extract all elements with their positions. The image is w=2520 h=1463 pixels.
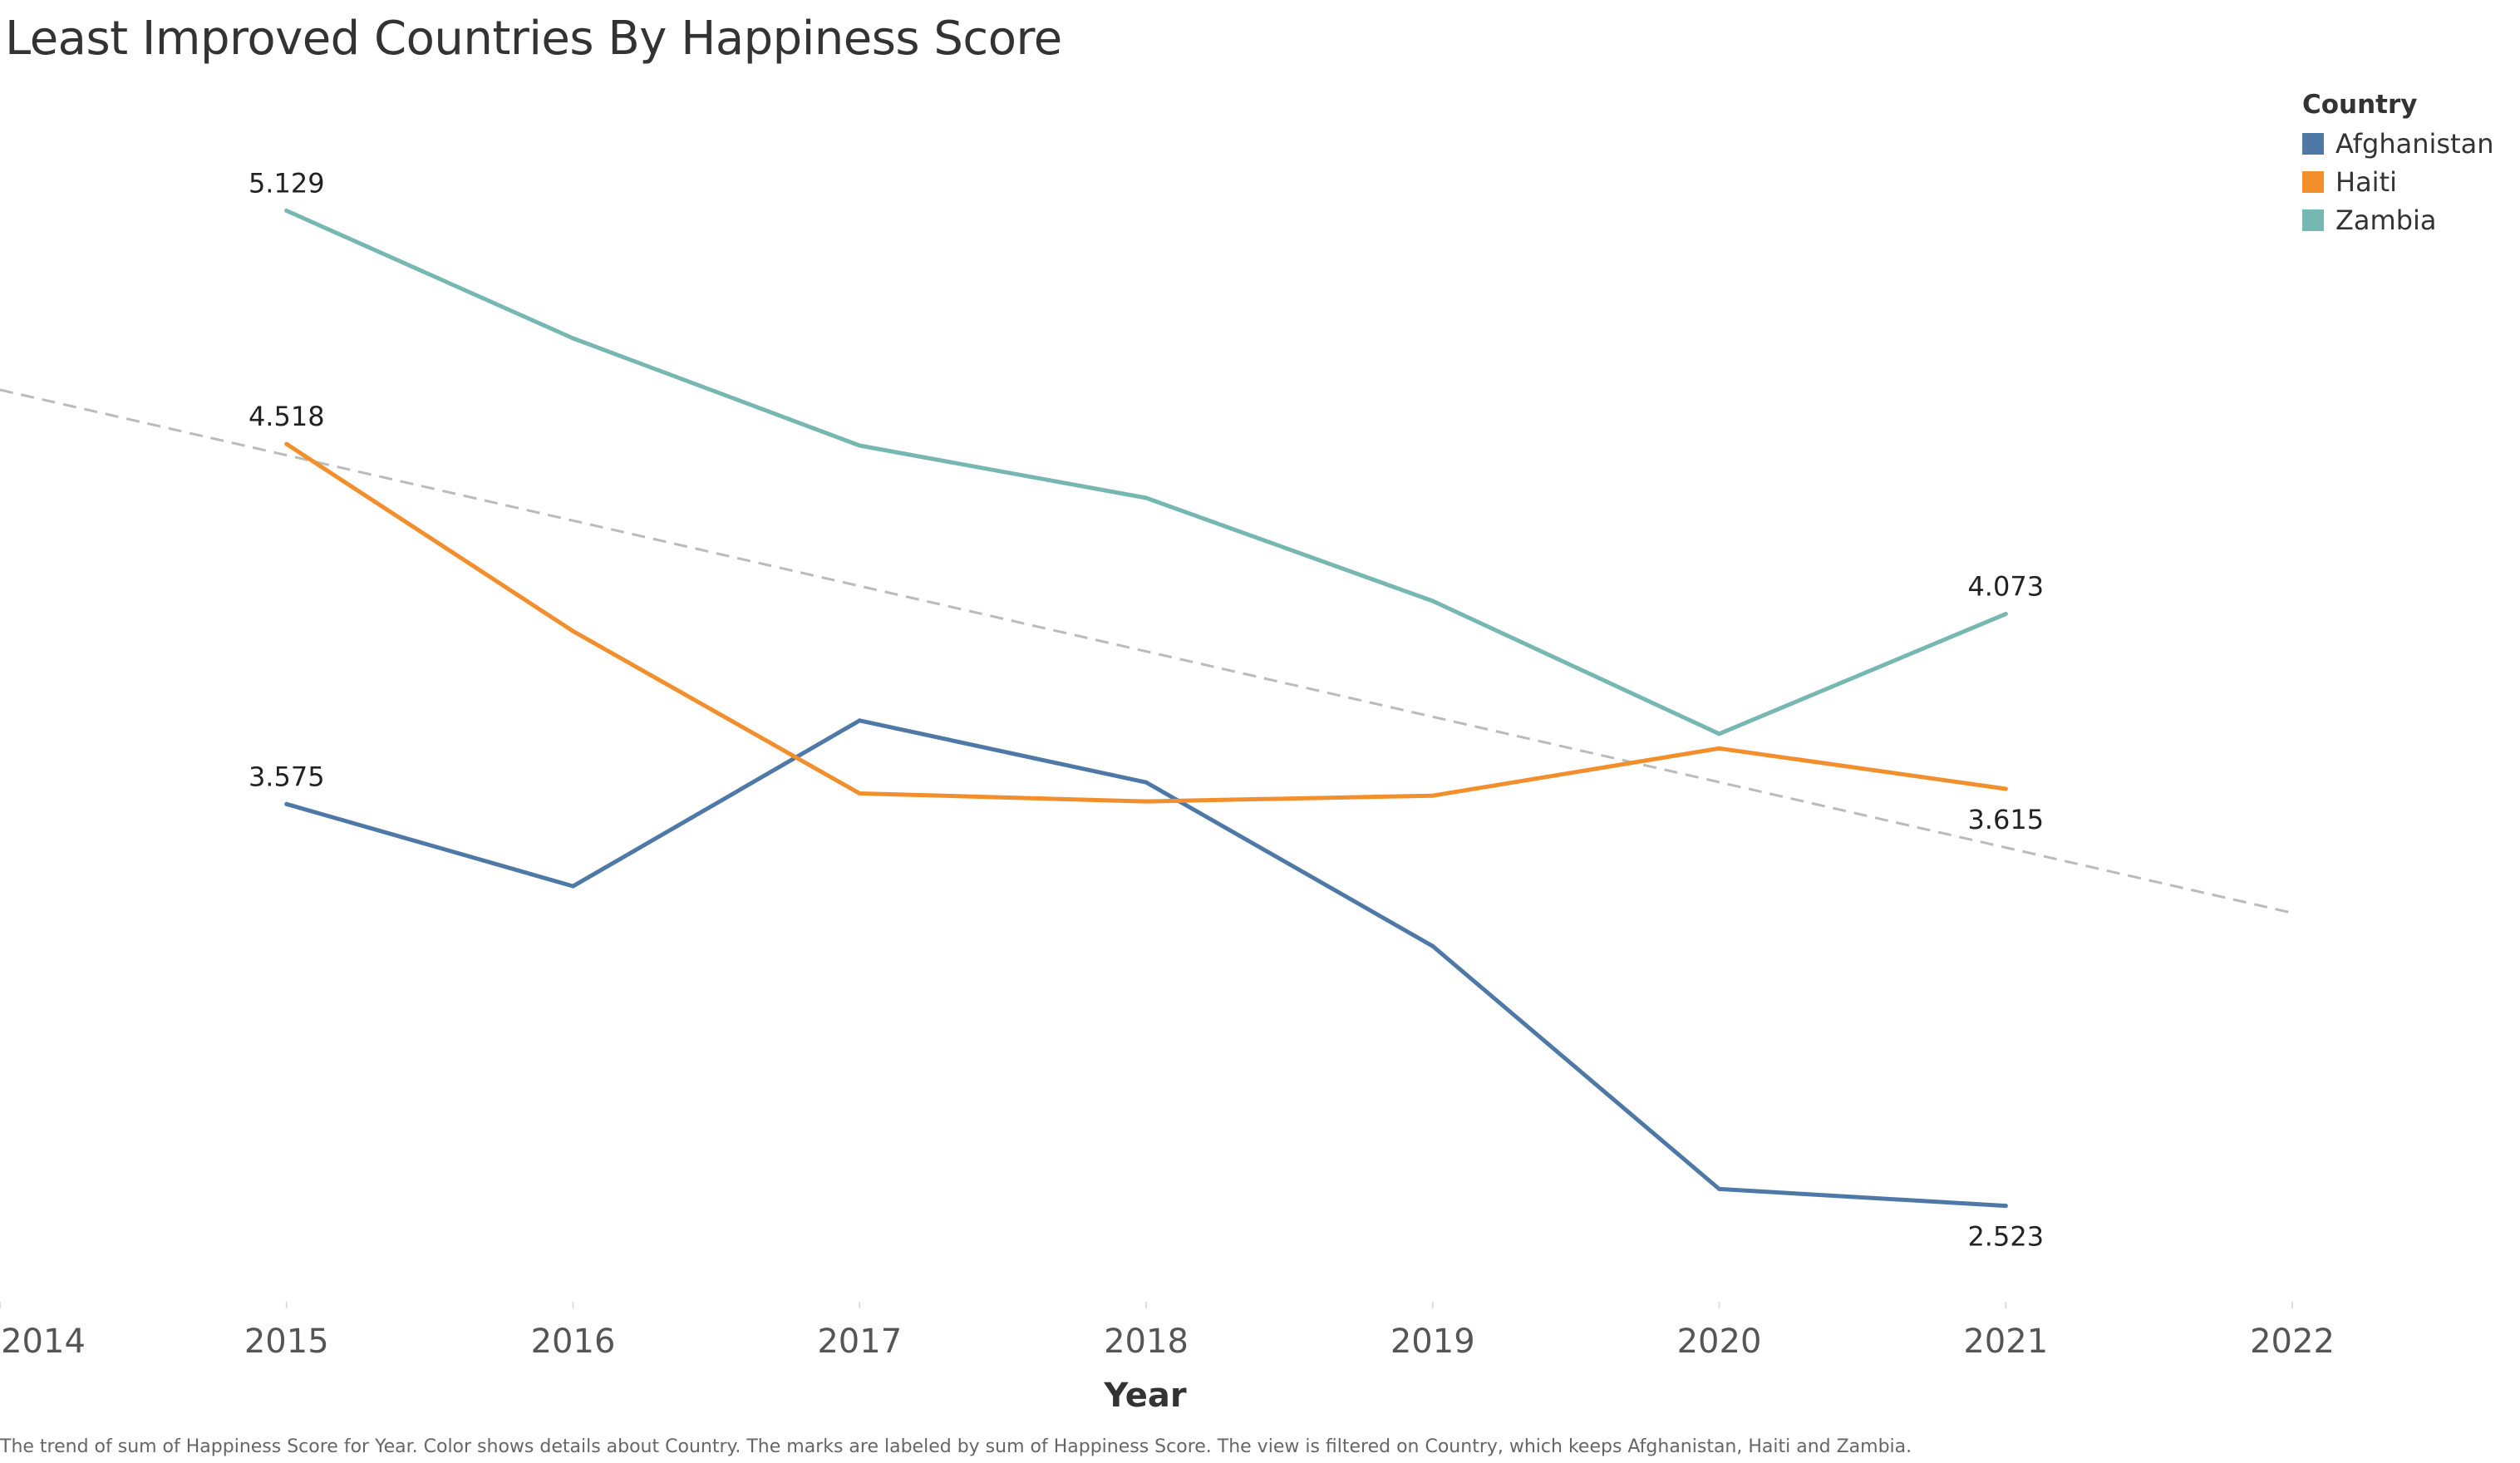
x-tick-label: 2022 [2250, 1323, 2335, 1361]
x-tick-label: 2021 [1963, 1323, 2048, 1361]
data-point-zambia[interactable] [1430, 598, 1435, 603]
legend-item-zambia[interactable]: Zambia [2302, 201, 2494, 239]
x-tick-label: 2018 [1104, 1323, 1189, 1361]
data-point-zambia[interactable] [857, 443, 862, 448]
x-tick-label: 2019 [1390, 1323, 1475, 1361]
data-point-afghanistan[interactable] [2003, 1204, 2008, 1209]
legend-label: Zambia [2335, 204, 2437, 236]
data-point-afghanistan[interactable] [1717, 1186, 1721, 1191]
chart-caption: The trend of sum of Happiness Score for … [0, 1436, 1912, 1457]
legend-label: Haiti [2335, 166, 2397, 198]
data-point-haiti[interactable] [571, 628, 575, 633]
legend-item-haiti[interactable]: Haiti [2302, 163, 2494, 201]
legend-item-afghanistan[interactable]: Afghanistan [2302, 125, 2494, 163]
series-line-afghanistan[interactable] [284, 718, 2008, 1209]
point-labels-layer: 5.129 4.518 3.575 4.073 3.615 2.523 [249, 168, 2044, 1253]
data-point-haiti[interactable] [857, 791, 862, 796]
data-label-afghanistan: 2.523 [1967, 1221, 2044, 1253]
legend: Country Afghanistan Haiti Zambia [2302, 90, 2494, 239]
data-point-zambia[interactable] [284, 209, 289, 214]
series-layer [284, 209, 2008, 1209]
data-point-zambia[interactable] [1144, 495, 1149, 500]
trend-line [0, 388, 2293, 914]
legend-swatch [2302, 133, 2324, 155]
legend-swatch [2302, 171, 2324, 193]
x-tick-label: 2015 [244, 1323, 329, 1361]
data-point-zambia[interactable] [1717, 732, 1721, 736]
data-label-zambia: 5.129 [249, 168, 325, 200]
x-tick-label: 2020 [1677, 1323, 1762, 1361]
data-label-zambia: 4.073 [1967, 571, 2044, 603]
chart-title: Least Improved Countries By Happiness Sc… [5, 12, 1062, 66]
x-tick-label: 2014 [1, 1323, 86, 1361]
x-axis: 2014 2015 2016 2017 2018 2019 2020 2021 2022 Year [1, 1323, 2335, 1415]
data-point-haiti[interactable] [2003, 786, 2008, 791]
x-axis-title: Year [1103, 1377, 1186, 1415]
data-point-haiti[interactable] [284, 441, 289, 446]
x-tick-label: 2017 [817, 1323, 902, 1361]
legend-label: Afghanistan [2335, 128, 2494, 160]
legend-swatch [2302, 209, 2324, 231]
data-point-zambia[interactable] [571, 336, 575, 341]
data-point-afghanistan[interactable] [1144, 780, 1149, 785]
data-point-haiti[interactable] [1430, 793, 1435, 798]
x-tick-label: 2016 [531, 1323, 616, 1361]
legend-title: Country [2302, 90, 2418, 120]
series-line-zambia[interactable] [284, 209, 2008, 736]
trend-line-layer [0, 388, 2293, 914]
data-label-afghanistan: 3.575 [249, 761, 325, 792]
data-point-haiti[interactable] [1144, 799, 1149, 804]
data-label-haiti: 3.615 [1967, 804, 2044, 835]
data-point-afghanistan[interactable] [857, 718, 862, 723]
data-point-haiti[interactable] [1717, 746, 1721, 751]
data-point-zambia[interactable] [2003, 612, 2008, 617]
x-axis-ticks [0, 1302, 2293, 1308]
data-point-afghanistan[interactable] [284, 801, 289, 806]
data-point-afghanistan[interactable] [571, 884, 575, 889]
data-label-haiti: 4.518 [249, 401, 325, 432]
data-point-afghanistan[interactable] [1430, 943, 1435, 948]
